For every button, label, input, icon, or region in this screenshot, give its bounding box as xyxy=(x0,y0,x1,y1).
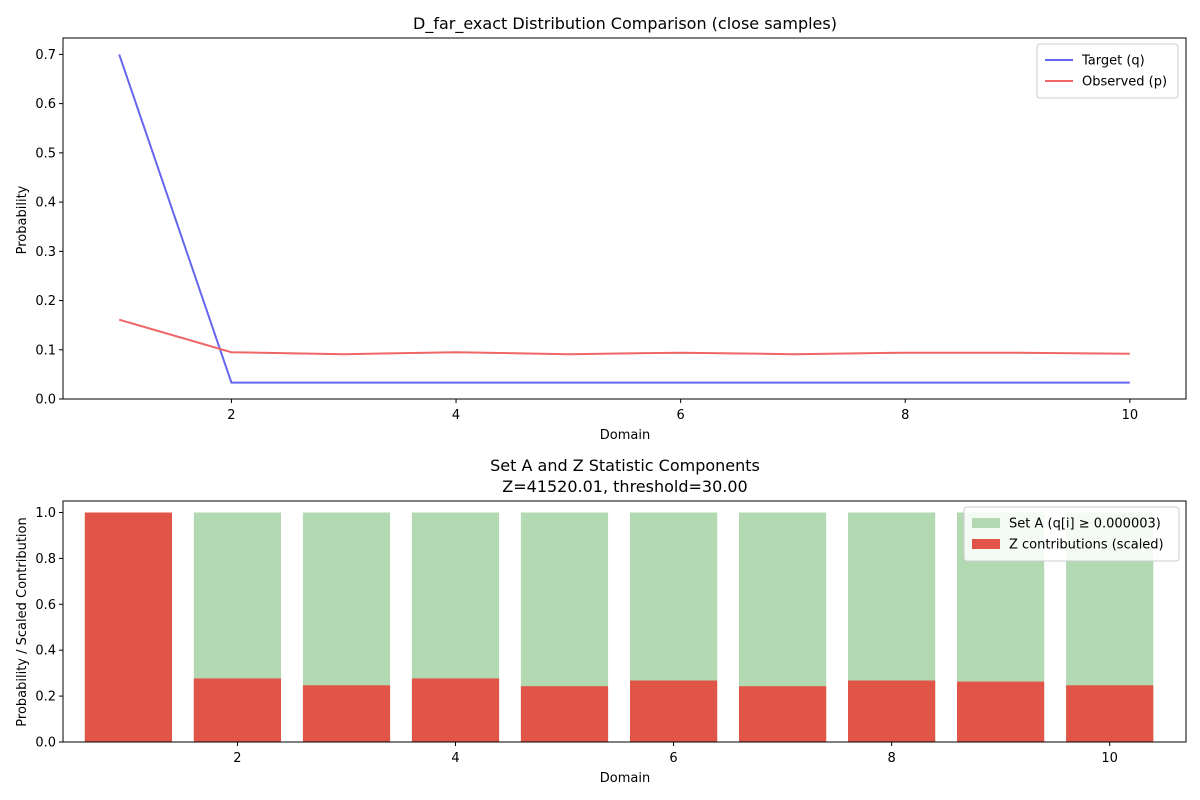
bar-chart-xtick-label: 8 xyxy=(887,751,895,766)
line-chart-legend-label: Target (q) xyxy=(1081,54,1145,69)
z-contribution-bar xyxy=(411,678,500,742)
bar-chart-ylabel: Probability / Scaled Contribution xyxy=(15,517,30,726)
line-chart-frame xyxy=(62,37,1187,400)
z-contribution-bar xyxy=(193,678,281,742)
bar-chart-title: Set A and Z Statistic Components xyxy=(490,456,760,475)
line-chart-title: D_far_exact Distribution Comparison (clo… xyxy=(413,14,837,34)
series-line xyxy=(118,318,1130,356)
line-chart-ylabel: Probability xyxy=(15,185,30,254)
bar-chart-ytick-label: 0.4 xyxy=(35,644,56,659)
line-chart-ytick-label: 0.0 xyxy=(35,393,56,408)
line-chart-panel: D_far_exact Distribution Comparison (clo… xyxy=(15,14,1187,443)
line-chart-ytick-label: 0.7 xyxy=(35,48,56,63)
z-contribution-bar xyxy=(1066,685,1154,742)
line-chart-ytick-label: 0.2 xyxy=(35,294,56,309)
line-chart-xtick-label: 2 xyxy=(227,408,235,423)
line-chart-ytick-label: 0.3 xyxy=(35,245,56,260)
line-chart-xtick-label: 6 xyxy=(677,408,685,423)
z-contribution-bar xyxy=(520,686,609,742)
z-contribution-bar xyxy=(302,685,391,742)
bar-chart-ytick-label: 0.6 xyxy=(35,598,56,613)
line-chart-xtick-label: 10 xyxy=(1122,408,1139,423)
line-chart-axes: 2 4 6 8 10 0.0 0.1 0.2 0.3 0.4 0.5 0.6 0.7 xyxy=(35,48,1138,423)
line-chart-legend: Target (q) Observed (p) xyxy=(1036,43,1179,99)
line-chart-ytick-label: 0.5 xyxy=(35,146,56,161)
bar-chart-legend-swatch xyxy=(972,539,1000,549)
bar-chart-xtick-label: 2 xyxy=(233,751,241,766)
bar-chart-xtick-label: 4 xyxy=(451,751,459,766)
line-chart-ytick-label: 0.1 xyxy=(35,343,56,358)
bar-chart-ytick-label: 0.2 xyxy=(35,690,56,705)
z-contribution-bar xyxy=(739,686,827,742)
line-chart-xtick-label: 4 xyxy=(452,408,460,423)
bar-chart-axes: 2 4 6 8 10 0.0 0.2 0.4 0.6 0.8 1.0 xyxy=(35,506,1118,766)
line-chart-legend-box xyxy=(1036,43,1179,99)
bar-chart-xtick-label: 6 xyxy=(669,751,677,766)
series-line xyxy=(118,54,1130,384)
line-chart-ytick-label: 0.6 xyxy=(35,97,56,112)
bar-chart-legend-box xyxy=(963,506,1180,562)
bar-chart-legend-label: Z contributions (scaled) xyxy=(1009,538,1164,553)
bar-chart-xlabel: Domain xyxy=(600,771,650,786)
line-chart-ytick-label: 0.4 xyxy=(35,196,56,211)
line-chart-xtick-label: 8 xyxy=(901,408,909,423)
line-chart-legend-label: Observed (p) xyxy=(1082,75,1167,90)
bar-chart-ytick-label: 0.8 xyxy=(35,552,56,567)
bar-chart-subtitle: Z=41520.01, threshold=30.00 xyxy=(502,477,747,496)
z-contribution-bar xyxy=(630,680,718,742)
bar-chart-ytick-label: 0.0 xyxy=(35,736,56,751)
z-contribution-bar xyxy=(84,512,172,742)
bar-chart-legend-label: Set A (q[i] ≥ 0.000003) xyxy=(1009,517,1161,532)
line-chart-xlabel: Domain xyxy=(600,428,650,443)
line-chart-plot-area xyxy=(118,54,1130,384)
z-contribution-bar xyxy=(957,681,1045,742)
bar-chart-legend: Set A (q[i] ≥ 0.000003) Z contributions (… xyxy=(963,506,1180,562)
bar-chart-ytick-label: 1.0 xyxy=(35,506,56,521)
bar-chart-plot-area xyxy=(84,512,1154,742)
z-contribution-bar xyxy=(848,680,936,742)
bar-chart-xtick-label: 10 xyxy=(1101,751,1118,766)
bar-chart-panel: Set A and Z Statistic Components Z=41520… xyxy=(15,456,1187,786)
bar-chart-frame xyxy=(62,500,1187,743)
bar-chart-legend-swatch xyxy=(972,518,1000,528)
